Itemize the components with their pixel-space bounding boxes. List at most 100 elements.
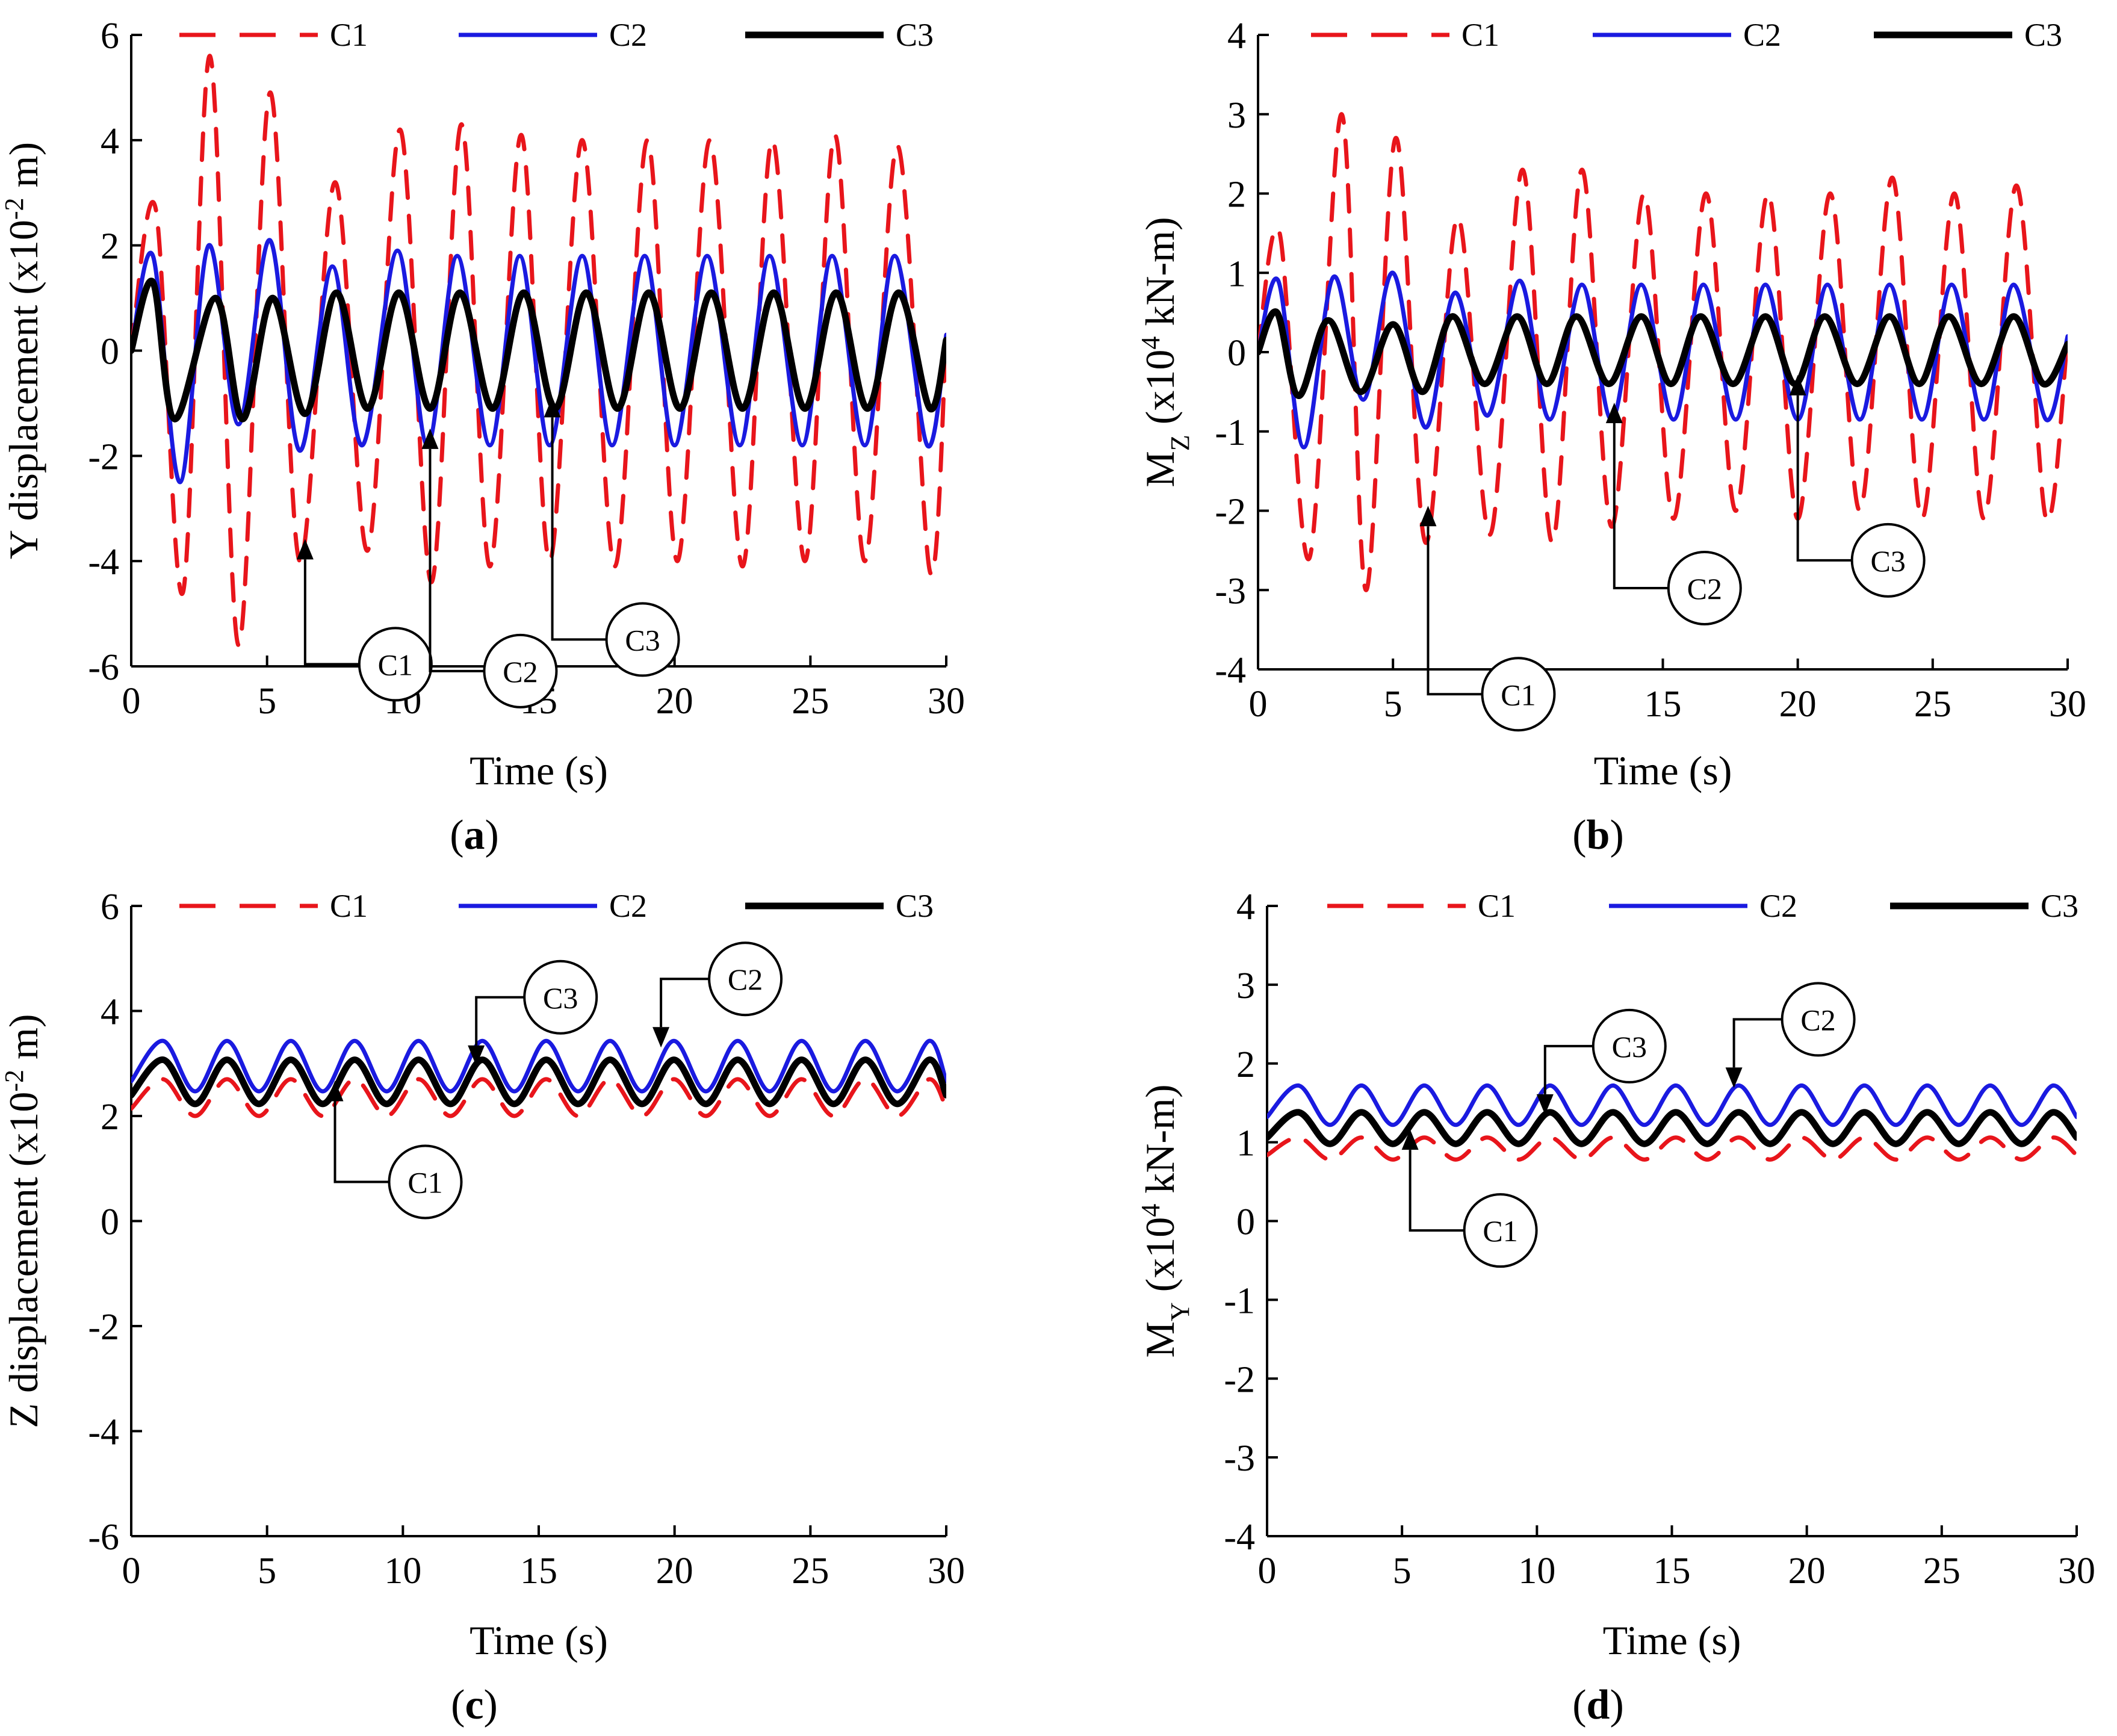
y-axis-title: MZ (x104 kN-m) bbox=[1136, 217, 1195, 487]
callout-leader bbox=[1732, 1018, 1782, 1068]
callout-arrowhead bbox=[1401, 1129, 1419, 1150]
y-tick-label: 4 bbox=[1236, 887, 1255, 928]
y-axis-title: MY (x104 kN-m) bbox=[1136, 1084, 1195, 1357]
series-c1-line bbox=[131, 1077, 946, 1118]
legend: C1 C2 C3 bbox=[179, 17, 934, 53]
x-tick-label: 0 bbox=[1249, 684, 1268, 725]
callout-leader bbox=[1613, 423, 1669, 589]
callout-arrowhead bbox=[1605, 402, 1623, 423]
x-tick-label: 10 bbox=[384, 1551, 421, 1592]
callout-arrowhead bbox=[1789, 374, 1806, 395]
x-tick-label: 25 bbox=[1914, 684, 1951, 725]
x-tick-label: 20 bbox=[1788, 1551, 1826, 1592]
y-tick-label: -3 bbox=[1224, 1438, 1255, 1479]
x-tick-label: 20 bbox=[656, 681, 693, 722]
callout-c1: C1 bbox=[326, 1080, 463, 1220]
callout-circle bbox=[523, 959, 598, 1035]
callout-leader bbox=[429, 448, 485, 672]
y-tick-label: 2 bbox=[1227, 175, 1246, 215]
callout-label: C3 bbox=[625, 623, 660, 657]
series-c3-line bbox=[1267, 1109, 2077, 1147]
callout-leader bbox=[303, 559, 359, 666]
y-tick-label: 4 bbox=[101, 992, 119, 1033]
callout-circle bbox=[1667, 550, 1742, 625]
legend: C1 C2 C3 bbox=[1327, 888, 2078, 924]
callouts: C1 C3 C2 bbox=[326, 941, 783, 1220]
callout-arrowhead bbox=[326, 1080, 344, 1102]
legend: C1 C2 C3 bbox=[179, 888, 934, 924]
callout-label: C2 bbox=[1687, 572, 1722, 606]
callout-c1: C1 bbox=[1401, 1129, 1538, 1268]
callout-c2: C2 bbox=[1605, 402, 1742, 625]
callout-circle bbox=[1463, 1193, 1538, 1268]
y-tick-label: -4 bbox=[88, 1412, 119, 1453]
legend-label-c3: C3 bbox=[896, 17, 934, 53]
legend-label-c2: C2 bbox=[1743, 17, 1781, 53]
callout-label: C3 bbox=[1870, 544, 1905, 578]
callout-leader bbox=[475, 996, 525, 1046]
callout-label: C2 bbox=[503, 655, 538, 689]
legend-label-c3: C3 bbox=[2041, 888, 2078, 924]
callout-circle bbox=[605, 602, 680, 677]
plot-area bbox=[131, 1038, 946, 1118]
legend-label-c3: C3 bbox=[2024, 17, 2062, 53]
callout-leader bbox=[551, 417, 607, 641]
x-tick-label: 30 bbox=[2058, 1551, 2095, 1592]
y-tick-label: 3 bbox=[1227, 95, 1246, 136]
x-tick-label: 15 bbox=[520, 1551, 557, 1592]
legend-label-c2: C2 bbox=[609, 888, 647, 924]
callout-label: C3 bbox=[1612, 1030, 1647, 1064]
callout-c3: C3 bbox=[1536, 1008, 1667, 1115]
callout-leader bbox=[1409, 1150, 1465, 1232]
callout-arrowhead bbox=[421, 428, 439, 449]
panel-d: -4 -3 -2 -1 0 1 2 3 4 0 5 10 15 20 25 30 Time (s) MY (x10… bbox=[1136, 887, 2096, 1728]
callout-circle bbox=[1592, 1008, 1667, 1083]
y-tick-label: -6 bbox=[88, 647, 119, 688]
y-tick-label: -2 bbox=[1224, 1359, 1255, 1400]
panel-label: (a) bbox=[450, 812, 499, 858]
callout-c3: C3 bbox=[468, 959, 598, 1066]
x-axis-title: Time (s) bbox=[470, 1617, 608, 1663]
callout-label: C3 bbox=[543, 981, 578, 1015]
y-tick-label: -2 bbox=[88, 436, 119, 477]
legend-label-c1: C1 bbox=[330, 888, 368, 924]
x-tick-label: 30 bbox=[928, 1551, 965, 1592]
y-tick-label: 2 bbox=[101, 1097, 119, 1138]
y-tick-label: -2 bbox=[1215, 492, 1246, 533]
plot-area bbox=[131, 54, 946, 648]
x-tick-label: 0 bbox=[1258, 1551, 1277, 1592]
x-axis-title: Time (s) bbox=[1603, 1617, 1741, 1663]
callout-arrowhead bbox=[652, 1027, 670, 1048]
callout-circle bbox=[708, 941, 783, 1017]
y-tick-label: 4 bbox=[101, 121, 119, 162]
x-axis-title: Time (s) bbox=[1594, 748, 1732, 793]
y-tick-label: 3 bbox=[1236, 966, 1255, 1006]
callout-label: C1 bbox=[378, 648, 413, 681]
callout-arrowhead bbox=[1419, 506, 1437, 527]
series-c3-line bbox=[131, 277, 946, 423]
panel-c: -6 -4 -2 0 2 4 6 0 5 10 15 20 25 30 Time (s) Z displace… bbox=[0, 887, 965, 1728]
series-c2-line bbox=[131, 1038, 946, 1094]
panel-label: (c) bbox=[451, 1682, 498, 1728]
callout-label: C2 bbox=[1800, 1003, 1835, 1037]
x-axis-title: Time (s) bbox=[470, 748, 608, 793]
callout-circle bbox=[388, 1144, 463, 1220]
x-tick-label: 15 bbox=[1654, 1551, 1691, 1592]
y-tick-label: 0 bbox=[1227, 333, 1246, 374]
y-tick-label: 6 bbox=[101, 887, 119, 928]
legend-label-c1: C1 bbox=[330, 17, 368, 53]
x-tick-label: 30 bbox=[2049, 684, 2086, 725]
callout-c3: C3 bbox=[544, 397, 680, 677]
x-tick-label: 10 bbox=[1518, 1551, 1555, 1592]
callouts: C1 C3 C2 bbox=[1401, 982, 1856, 1268]
y-tick-label: 6 bbox=[101, 16, 119, 57]
callout-arrowhead bbox=[1725, 1067, 1743, 1088]
x-tick-label: 25 bbox=[1923, 1551, 1960, 1592]
series-c3-line bbox=[1258, 308, 2068, 399]
callout-leader bbox=[1796, 395, 1852, 562]
callout-c2: C2 bbox=[421, 428, 558, 708]
series-c1-line bbox=[1258, 112, 2068, 592]
